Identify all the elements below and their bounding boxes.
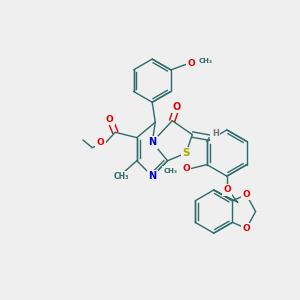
Text: CH₃: CH₃ <box>114 172 129 182</box>
Text: O: O <box>223 185 231 194</box>
Text: S: S <box>182 148 190 158</box>
Text: O: O <box>182 164 190 173</box>
Text: CH₃: CH₃ <box>199 58 213 64</box>
Text: CH₃: CH₃ <box>164 168 178 174</box>
Text: N: N <box>148 171 156 181</box>
Text: O: O <box>188 59 196 68</box>
Text: O: O <box>97 138 104 147</box>
Text: O: O <box>242 224 250 233</box>
Text: O: O <box>173 102 181 112</box>
Text: N: N <box>148 137 156 147</box>
Text: O: O <box>242 190 250 199</box>
Text: O: O <box>106 115 114 124</box>
Text: H: H <box>212 129 219 138</box>
